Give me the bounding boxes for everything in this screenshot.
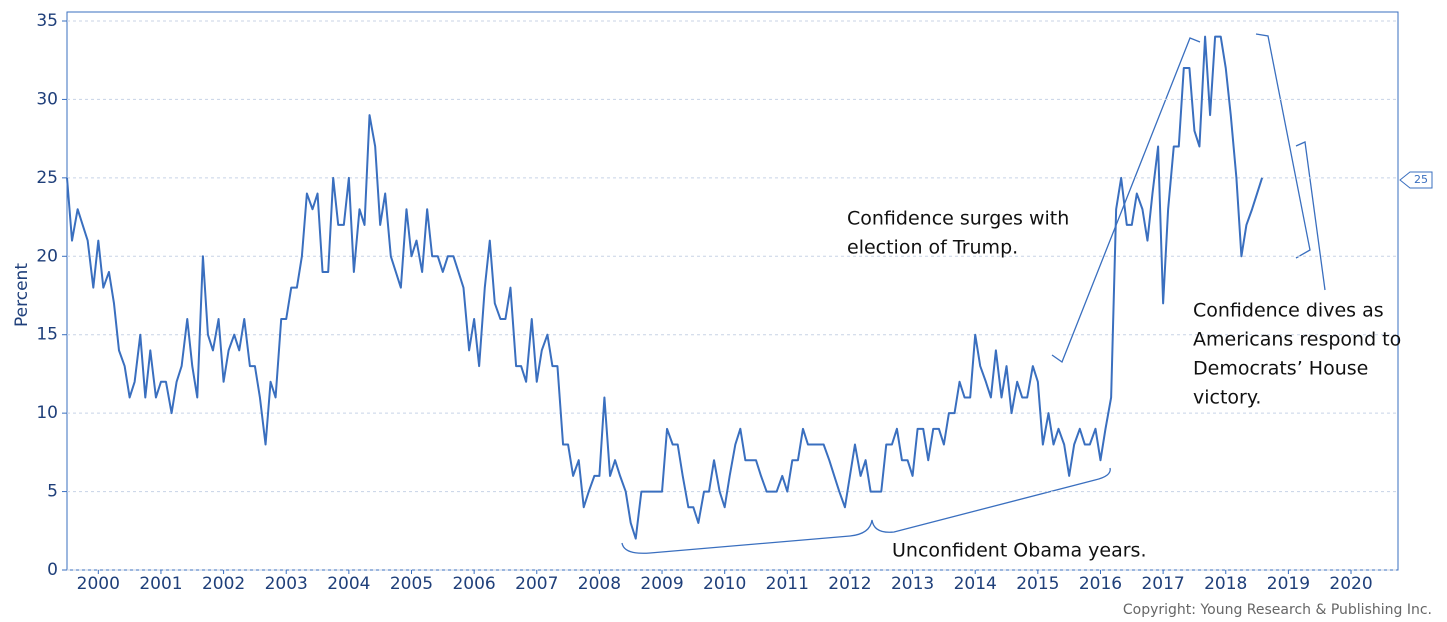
y-tick-label: 30 <box>36 89 58 109</box>
x-tick-label: 2016 <box>1079 574 1122 594</box>
y-tick-label: 5 <box>47 482 58 502</box>
annotation: Confidence dives as <box>1193 300 1384 322</box>
x-tick-label: 2009 <box>640 574 683 594</box>
plot-frame <box>67 12 1398 570</box>
x-tick-label: 2019 <box>1267 574 1310 594</box>
x-tick-label: 2012 <box>828 574 871 594</box>
last-value-label: 25 <box>1414 173 1428 186</box>
annotation: Confidence surges with <box>847 208 1069 230</box>
y-axis-label: Percent <box>12 263 32 327</box>
x-tick-label: 2003 <box>265 574 308 594</box>
x-tick-label: 2018 <box>1204 574 1247 594</box>
x-tick-label: 2011 <box>766 574 809 594</box>
y-tick-label: 0 <box>47 560 58 580</box>
x-tick-label: 2005 <box>390 574 433 594</box>
copyright: Copyright: Young Research & Publishing I… <box>1123 602 1432 618</box>
x-tick-label: 2004 <box>327 574 370 594</box>
x-tick-label: 2020 <box>1329 574 1372 594</box>
x-tick-label: 2014 <box>954 574 997 594</box>
annotation: election of Trump. <box>847 237 1018 259</box>
line-series <box>67 37 1262 539</box>
y-tick-label: 25 <box>36 168 58 188</box>
x-tick-label: 2007 <box>515 574 558 594</box>
y-tick-label: 15 <box>36 325 58 345</box>
x-tick-label: 2013 <box>891 574 934 594</box>
bracket <box>1052 38 1200 362</box>
x-tick-label: 2008 <box>578 574 621 594</box>
x-tick-label: 2015 <box>1016 574 1059 594</box>
x-tick-label: 2002 <box>202 574 245 594</box>
annotation: Unconfident Obama years. <box>892 540 1147 562</box>
bracket <box>1256 34 1325 290</box>
x-tick-label: 2010 <box>703 574 746 594</box>
annotation: Americans respond to <box>1193 329 1401 351</box>
y-tick-label: 35 <box>36 11 58 31</box>
x-tick-label: 2001 <box>139 574 182 594</box>
y-tick-label: 10 <box>36 403 58 423</box>
x-tick-label: 2017 <box>1141 574 1184 594</box>
chart: Percent Copyright: Young Research & Publ… <box>0 0 1447 622</box>
annotation: Democrats’ House <box>1193 358 1368 380</box>
annotation: victory. <box>1193 387 1261 409</box>
x-tick-label: 2006 <box>452 574 495 594</box>
y-tick-label: 20 <box>36 246 58 266</box>
x-tick-label: 2000 <box>77 574 120 594</box>
